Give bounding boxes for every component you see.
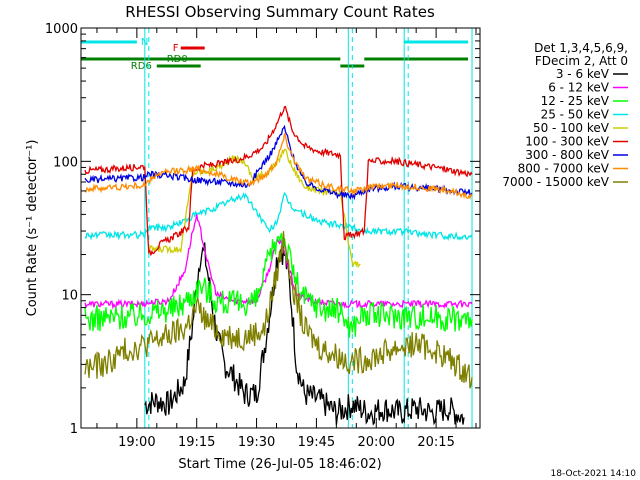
y-axis: 1 10 100 1000	[45, 22, 480, 437]
y-axis-label: Count Rate (s⁻¹ detector⁻¹)	[25, 140, 40, 317]
x-tick-label: 19:30	[238, 435, 275, 450]
legend-entry-label: 6 - 12 keV	[548, 81, 610, 95]
y-tick-label: 1	[70, 422, 78, 437]
series-line	[84, 214, 473, 310]
x-tick-label: 20:00	[358, 435, 395, 450]
legend-entry-label: 3 - 6 keV	[556, 67, 610, 81]
series-layer	[84, 105, 473, 426]
x-axis-label: Start Time (26-Jul-05 18:46:02)	[178, 457, 381, 472]
series-line	[148, 148, 361, 269]
x-tick-label: 19:45	[298, 435, 335, 450]
legend-header: FDecim 2, Att 0	[535, 54, 628, 68]
flag-label-rd6: RD6	[131, 61, 152, 72]
series-line	[84, 133, 473, 201]
plot-frame	[80, 27, 481, 429]
series-line	[144, 242, 465, 426]
legend-entry-label: 25 - 50 keV	[541, 108, 610, 122]
series-line	[84, 232, 473, 338]
y-tick-label: 100	[53, 155, 78, 170]
data-gap-markers	[144, 28, 481, 428]
series-line	[84, 105, 473, 256]
legend-entry-label: 7000 - 15000 keV	[502, 175, 609, 189]
status-flags: NFRD0RD6	[81, 37, 469, 72]
y-tick-label: 1000	[45, 22, 78, 37]
legend-entry-label: 12 - 25 keV	[541, 94, 610, 108]
flag-label-f: F	[173, 43, 179, 54]
legend-header: Det 1,3,4,5,6,9,	[534, 41, 628, 55]
x-tick-label: 19:00	[118, 435, 155, 450]
x-tick-label: 19:15	[178, 435, 215, 450]
legend-entry-label: 800 - 7000 keV	[518, 162, 610, 176]
chart-title: RHESSI Observing Summary Count Rates	[125, 3, 435, 21]
timestamp: 18-Oct-2021 14:10	[551, 469, 637, 479]
y-tick-label: 10	[61, 289, 78, 304]
series-line	[84, 231, 473, 389]
flag-label-rd0: RD0	[167, 54, 188, 65]
x-tick-label: 20:15	[417, 435, 454, 450]
legend: Det 1,3,4,5,6,9,FDecim 2, Att 03 - 6 keV…	[502, 41, 628, 189]
legend-entry-label: 100 - 300 keV	[525, 135, 609, 149]
legend-entry-label: 300 - 800 keV	[525, 148, 609, 162]
x-axis: 19:00 19:15 19:30 19:45 20:00 20:15	[96, 28, 477, 450]
legend-entry-label: 50 - 100 keV	[533, 121, 610, 135]
series-line	[84, 191, 473, 242]
